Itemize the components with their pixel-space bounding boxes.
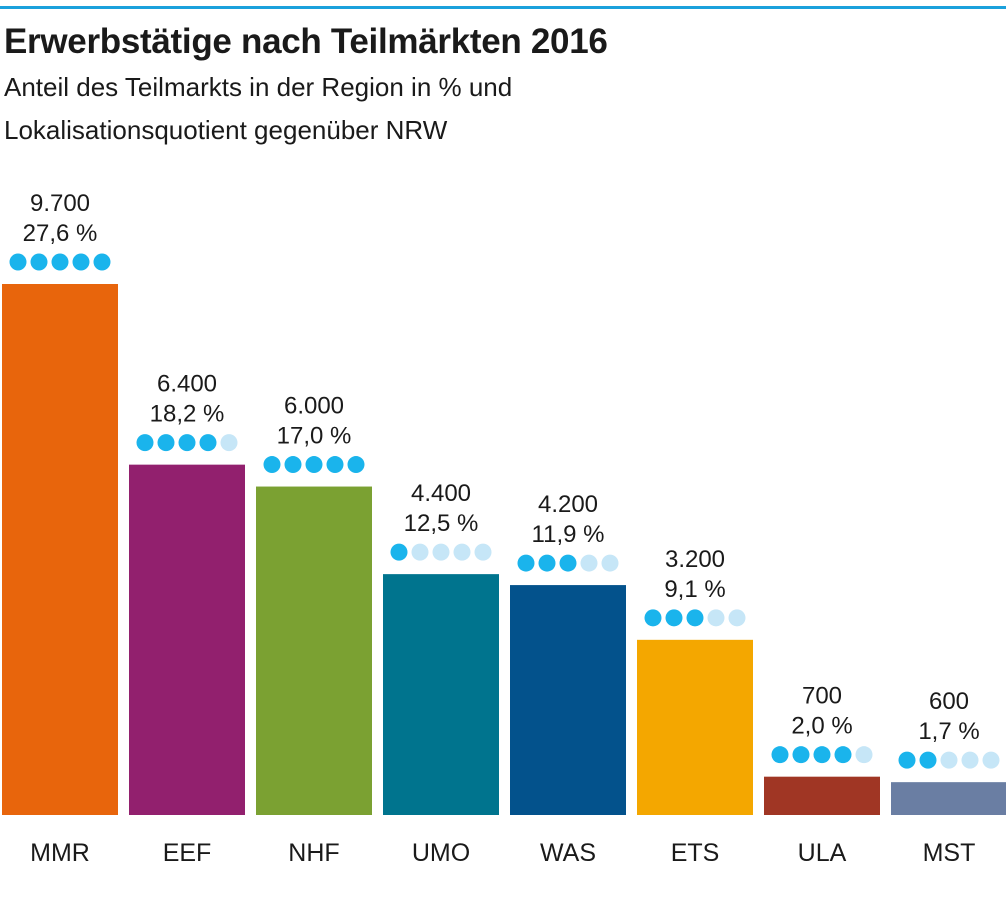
quotient-dot <box>284 456 302 474</box>
quotient-dot <box>940 751 958 769</box>
quotient-dot <box>136 434 154 452</box>
category-label: UMO <box>412 839 470 867</box>
quotient-dot <box>538 554 556 572</box>
quotient-dot <box>263 456 281 474</box>
category-label: ETS <box>671 839 720 867</box>
category-label: WAS <box>540 839 596 867</box>
quotient-dot <box>898 751 916 769</box>
quotient-dot <box>517 554 535 572</box>
bar-nhf <box>256 486 372 815</box>
quotient-dot <box>9 253 27 271</box>
bar-umo <box>383 574 499 815</box>
quotient-dot <box>559 554 577 572</box>
quotient-dot <box>220 434 238 452</box>
quotient-dot <box>72 253 90 271</box>
value-label: 4.200 <box>538 491 598 518</box>
category-label: ULA <box>798 839 847 867</box>
quotient-dot <box>665 609 683 627</box>
bar-ets <box>637 639 753 815</box>
bar-eef <box>129 464 245 815</box>
quotient-dot <box>686 609 704 627</box>
value-label: 3.200 <box>665 546 725 573</box>
quotient-dot <box>178 434 196 452</box>
category-label: EEF <box>163 839 212 867</box>
share-label: 12,5 % <box>404 510 479 537</box>
share-label: 11,9 % <box>532 521 605 548</box>
quotient-dot <box>644 609 662 627</box>
quotient-dot <box>919 751 937 769</box>
value-label: 600 <box>929 688 969 715</box>
quotient-dot <box>601 554 619 572</box>
share-label: 27,6 % <box>23 220 98 247</box>
quotient-dot <box>813 746 831 764</box>
quotient-dot <box>707 609 725 627</box>
quotient-dot <box>728 609 746 627</box>
quotient-dot <box>771 746 789 764</box>
quotient-dot <box>432 543 450 561</box>
value-label: 6.000 <box>284 393 344 420</box>
quotient-dot <box>834 746 852 764</box>
value-label: 6.400 <box>157 371 217 398</box>
share-label: 2,0 % <box>791 713 852 740</box>
chart-subtitle-line-2: Lokalisationsquotient gegenüber NRW <box>4 115 448 145</box>
category-label: MST <box>923 839 976 867</box>
bar-mst <box>891 782 1006 815</box>
quotient-dot <box>199 434 217 452</box>
chart-subtitle-line-1: Anteil des Teilmarkts in der Region in %… <box>4 72 513 102</box>
quotient-dot <box>305 456 323 474</box>
quotient-dot <box>157 434 175 452</box>
value-label: 9.700 <box>30 190 90 217</box>
top-rule <box>0 6 1006 9</box>
quotient-dot <box>474 543 492 561</box>
quotient-dot <box>93 253 111 271</box>
category-label: MMR <box>30 839 90 867</box>
bar-was <box>510 585 626 815</box>
bar-mmr <box>2 284 118 815</box>
quotient-dot <box>390 543 408 561</box>
quotient-dot <box>792 746 810 764</box>
quotient-dot <box>982 751 1000 769</box>
quotient-dot <box>30 253 48 271</box>
share-label: 17,0 % <box>277 423 352 450</box>
chart-title: Erwerbstätige nach Teilmärkten 2016 <box>4 22 608 61</box>
bar-ula <box>764 776 880 815</box>
quotient-dot <box>411 543 429 561</box>
quotient-dot <box>961 751 979 769</box>
share-label: 18,2 % <box>150 401 225 428</box>
quotient-dot <box>453 543 471 561</box>
value-label: 700 <box>802 683 842 710</box>
share-label: 1,7 % <box>918 718 979 745</box>
value-label: 4.400 <box>411 480 471 507</box>
quotient-dot <box>51 253 69 271</box>
quotient-dot <box>347 456 365 474</box>
share-label: 9,1 % <box>664 576 725 603</box>
category-label: NHF <box>288 839 339 867</box>
quotient-dot <box>855 746 873 764</box>
quotient-dot <box>326 456 344 474</box>
quotient-dot <box>580 554 598 572</box>
